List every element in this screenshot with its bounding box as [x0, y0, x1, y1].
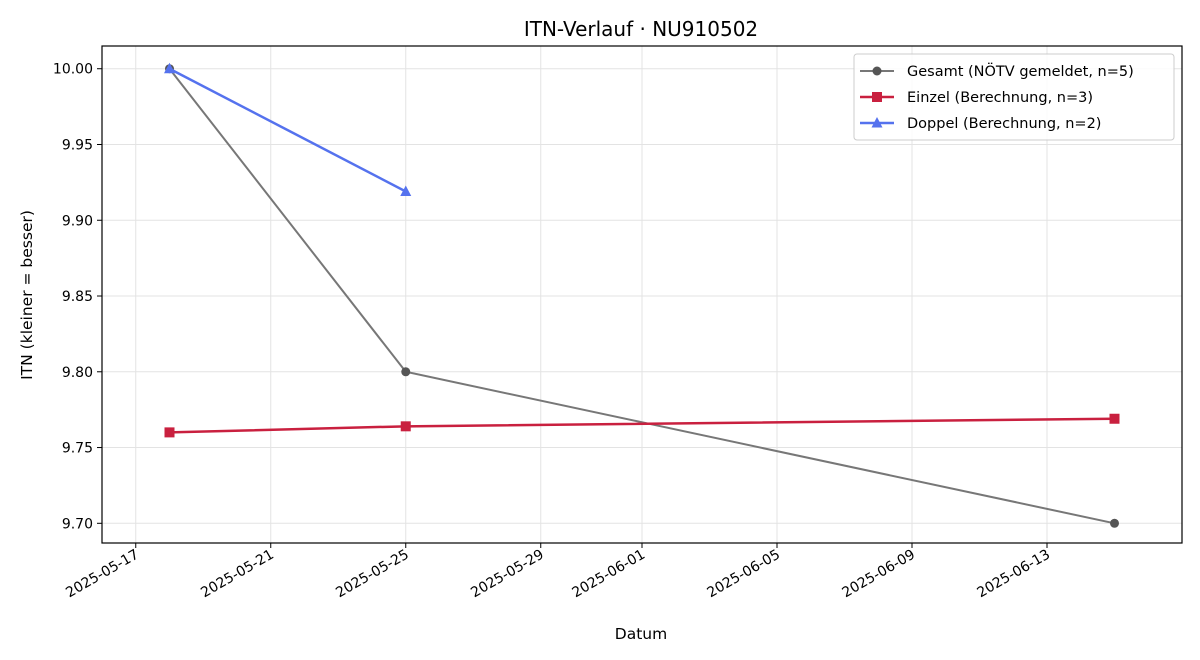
x-tick-label: 2025-06-13 [975, 547, 1053, 602]
legend-box [853, 53, 1175, 141]
legend: Gesamt (NÖTV gemeldet, n=5) Einzel (Berec… [853, 53, 1175, 141]
x-axis: 2025-05-17 2025-05-21 2025-05-25 2025-05-29… [63, 543, 1053, 601]
x-tick-label: 2025-05-21 [198, 547, 276, 602]
y-tick-label: 9.80 [62, 365, 93, 381]
series-1 [164, 413, 1120, 438]
data-point [1110, 518, 1119, 528]
y-tick-label: 9.70 [62, 516, 93, 532]
series-layer [164, 62, 1120, 528]
legend-entry: Doppel (Berechnung, n=2) [860, 116, 1101, 132]
y-axis: 9.70 9.75 9.80 9.85 9.90 9.95 10.00 [53, 62, 102, 532]
y-tick-label: 10.00 [53, 62, 93, 78]
x-tick-label: 2025-06-09 [840, 547, 918, 602]
y-tick-label: 9.90 [62, 213, 93, 229]
y-tick-label: 9.75 [62, 441, 93, 457]
x-axis-label: Datum [615, 625, 667, 643]
data-point [164, 62, 175, 74]
legend-entry: Gesamt (NÖTV gemeldet, n=5) [860, 62, 1134, 80]
x-tick-label: 2025-05-25 [333, 547, 411, 602]
y-tick-label: 9.85 [62, 289, 93, 305]
series-2 [164, 62, 412, 196]
legend-label: Gesamt (NÖTV gemeldet, n=5) [907, 62, 1134, 80]
legend-label: Doppel (Berechnung, n=2) [907, 116, 1101, 132]
chart-title: ITN-Verlauf · NU910502 [524, 17, 758, 41]
legend-swatch-marker [872, 66, 882, 76]
legend-label: Einzel (Berechnung, n=3) [907, 90, 1093, 106]
data-point [164, 427, 175, 438]
y-axis-label: ITN (kleiner = besser) [18, 210, 36, 380]
x-tick-label: 2025-06-01 [570, 547, 648, 602]
series-line [168, 67, 407, 193]
data-point [1109, 413, 1120, 424]
legend-entry: Einzel (Berechnung, n=3) [860, 90, 1093, 106]
x-tick-label: 2025-06-05 [705, 547, 783, 602]
legend-swatch-marker [872, 92, 882, 102]
data-point [400, 421, 411, 432]
x-tick-label: 2025-05-29 [468, 547, 546, 602]
x-tick-label: 2025-05-17 [63, 547, 141, 602]
data-point [400, 185, 412, 196]
grid [102, 46, 1182, 543]
y-tick-label: 9.95 [62, 137, 93, 153]
data-point [401, 367, 411, 377]
legend-swatch-marker [871, 117, 883, 128]
